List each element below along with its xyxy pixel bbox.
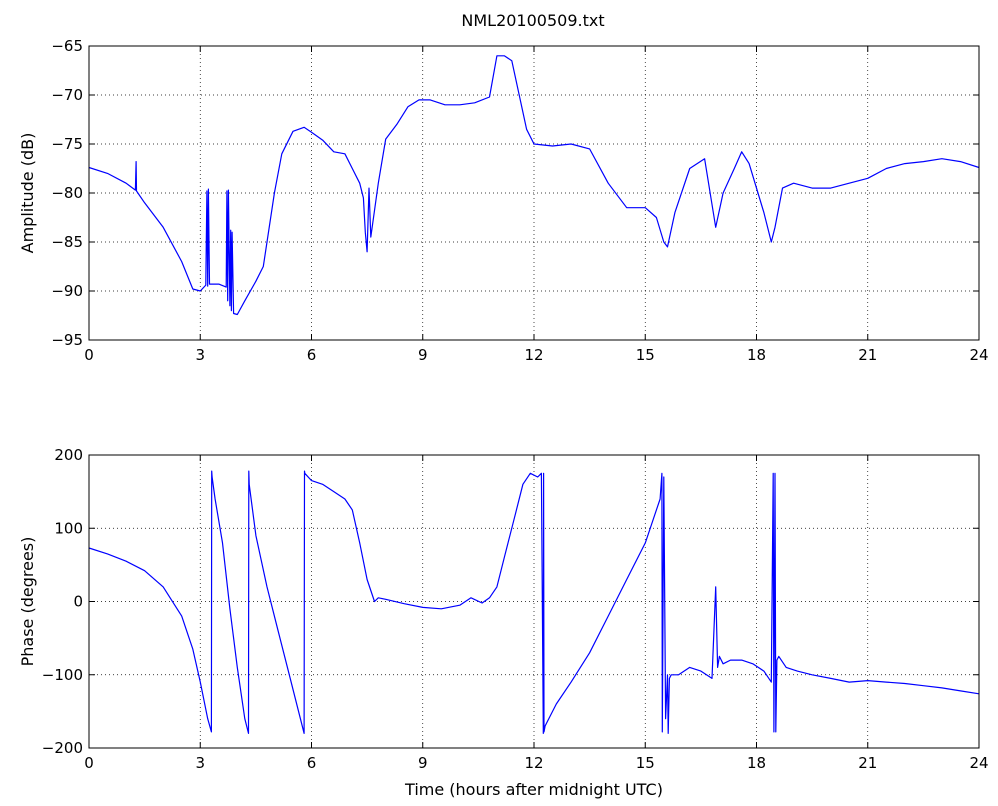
- amplitude-y-tick-label: −65: [51, 37, 83, 55]
- amplitude-y-tick-label: −95: [51, 331, 83, 349]
- amplitude-x-tick-label: 15: [636, 346, 655, 364]
- phase-x-tick-label: 6: [307, 754, 317, 772]
- phase-ticks: 0 3 6 9 12 15 18 21 24 −200 −100 0 100 200: [42, 446, 989, 772]
- phase-x-axis-label: Time (hours after midnight UTC): [404, 780, 663, 799]
- phase-y-tick-label: 200: [54, 446, 83, 464]
- amplitude-x-tick-label: 12: [524, 346, 543, 364]
- amplitude-x-tick-label: 0: [84, 346, 94, 364]
- amplitude-ticks: 0 3 6 9 12 15 18 21 24 −95 −90 −85 −80 −75 −70 −65: [51, 37, 988, 364]
- phase-series-line: [88, 470, 980, 734]
- phase-x-tick-label: 3: [195, 754, 205, 772]
- amplitude-x-tick-label: 9: [418, 346, 428, 364]
- phase-line-series: [88, 470, 980, 734]
- phase-x-tick-label: 21: [858, 754, 877, 772]
- phase-x-tick-label: 9: [418, 754, 428, 772]
- amplitude-y-tick-label: −90: [51, 282, 83, 300]
- amplitude-panel: 0 3 6 9 12 15 18 21 24 −95 −90 −85 −80 −75 −70 −65 Ampl…: [18, 37, 989, 364]
- amplitude-x-tick-label: 24: [969, 346, 988, 364]
- phase-y-axis-label: Phase (degrees): [18, 537, 37, 667]
- phase-grid: [89, 455, 979, 748]
- phase-x-tick-label: 15: [636, 754, 655, 772]
- amplitude-line-series: [88, 55, 980, 316]
- phase-x-tick-label: 18: [747, 754, 766, 772]
- figure-title: NML20100509.txt: [461, 11, 604, 30]
- amplitude-x-tick-label: 6: [307, 346, 317, 364]
- amplitude-y-tick-label: −80: [51, 184, 83, 202]
- amplitude-x-tick-label: 18: [747, 346, 766, 364]
- phase-x-tick-label: 12: [524, 754, 543, 772]
- phase-x-tick-label: 0: [84, 754, 94, 772]
- amplitude-x-tick-label: 21: [858, 346, 877, 364]
- phase-x-tick-label: 24: [969, 754, 988, 772]
- amplitude-grid: [89, 46, 979, 340]
- phase-y-tick-label: −200: [42, 739, 83, 757]
- amplitude-y-tick-label: −85: [51, 233, 83, 251]
- phase-panel: 0 3 6 9 12 15 18 21 24 −200 −100 0 100 200 Phase (deg…: [18, 446, 989, 799]
- amplitude-y-axis-label: Amplitude (dB): [18, 133, 37, 254]
- phase-y-tick-label: 100: [54, 519, 83, 537]
- phase-y-tick-label: −100: [42, 666, 83, 684]
- amplitude-series-line: [88, 55, 980, 316]
- amplitude-y-tick-label: −70: [51, 86, 83, 104]
- phase-y-tick-label: 0: [73, 593, 83, 611]
- amplitude-x-tick-label: 3: [195, 346, 205, 364]
- amplitude-y-tick-label: −75: [51, 135, 83, 153]
